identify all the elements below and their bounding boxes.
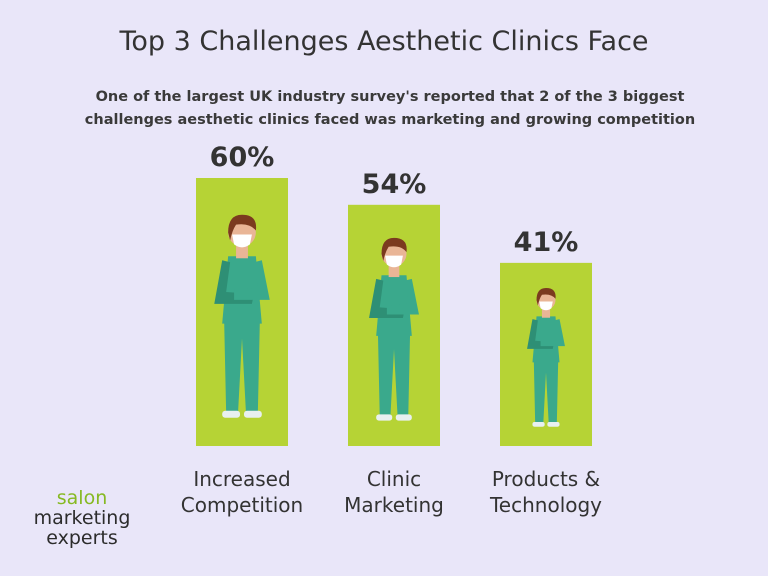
figure-part: [224, 321, 260, 413]
figure-part: [395, 414, 412, 421]
figure-part: [381, 237, 407, 262]
figure-part: [527, 319, 555, 349]
figure-part: [547, 421, 560, 427]
figure-part: [214, 260, 254, 304]
nurse-figure: [214, 214, 270, 418]
logo: salon marketing experts: [22, 488, 142, 548]
x-tick-label: Products & Technology: [489, 467, 603, 517]
value-label: 54%: [362, 169, 427, 200]
figure-part: [386, 278, 419, 315]
logo-line: experts: [46, 527, 118, 549]
nurse-figure: [527, 287, 565, 427]
figure-part: [228, 214, 257, 241]
figure-part: [234, 260, 270, 300]
value-label: 41%: [514, 227, 579, 258]
figure-part: [243, 410, 262, 418]
figure-part: [532, 421, 545, 427]
logo-line: salon: [56, 487, 108, 509]
figure-part: [376, 414, 393, 421]
figure-part: [533, 361, 559, 424]
figure-part: [541, 308, 551, 318]
figure-part: [377, 334, 411, 417]
figure-part: [232, 234, 252, 248]
figure-part: [369, 278, 405, 319]
figure-part: [236, 244, 248, 259]
figure-part: [540, 319, 565, 347]
figure-part: [222, 410, 241, 418]
x-tick-label: Clinic Marketing: [344, 467, 444, 517]
figure-part: [385, 255, 403, 268]
chart-subtitle: One of the largest UK industry survey's …: [84, 89, 696, 128]
value-label: 60%: [210, 142, 275, 173]
logo-line: marketing: [33, 507, 131, 529]
chart-title: Top 3 Challenges Aesthetic Clinics Face: [119, 26, 649, 57]
figure-part: [388, 264, 400, 278]
figure-part: [539, 301, 553, 311]
figure-part: [536, 287, 556, 306]
x-tick-label: Increased Competition: [180, 467, 304, 517]
nurse-figure: [369, 237, 419, 421]
